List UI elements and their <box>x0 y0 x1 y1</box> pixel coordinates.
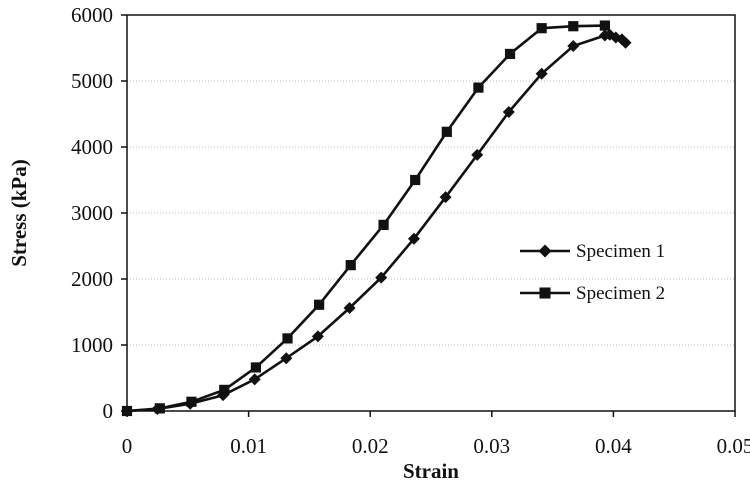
series-1-point <box>343 302 356 315</box>
x-tick-label: 0 <box>122 434 133 458</box>
legend-marker <box>539 287 551 299</box>
series-2-point <box>599 20 610 31</box>
series-2-point <box>345 260 356 271</box>
series-2-point <box>410 174 421 186</box>
legend-label: Specimen 1 <box>576 241 665 262</box>
series-2-point <box>504 48 516 60</box>
y-tick-label: 2000 <box>71 267 113 291</box>
series-2-point <box>250 362 261 373</box>
series-1-line <box>126 33 627 413</box>
series-2-point <box>536 23 547 34</box>
series-1-point <box>567 40 580 53</box>
series-2-point <box>568 21 579 32</box>
series-1-point <box>375 271 388 284</box>
x-tick-label: 0.04 <box>595 434 632 458</box>
series-2-point <box>378 219 389 230</box>
x-axis-ticks: 0 0.01 0.02 0.03 0.04 0.05 <box>122 411 750 458</box>
series-2-point <box>282 333 293 344</box>
series-2-line <box>126 24 605 413</box>
y-tick-label: 6000 <box>71 3 113 27</box>
series-1-point <box>502 106 515 119</box>
y-tick-label: 1000 <box>71 333 113 357</box>
legend-item-1: Specimen 1 <box>520 241 665 262</box>
series-2-point <box>473 82 484 93</box>
series-2-point <box>314 299 325 310</box>
x-axis-title: Strain <box>403 459 459 483</box>
series-1-point <box>311 330 324 343</box>
legend-label: Specimen 2 <box>576 283 665 304</box>
y-axis-title: Stress (kPa) <box>7 159 31 267</box>
series-1-point <box>619 36 632 49</box>
legend-item-2: Specimen 2 <box>520 283 665 304</box>
series-2-point <box>154 403 165 414</box>
x-tick-label: 0.05 <box>717 434 750 458</box>
y-tick-label: 5000 <box>71 69 113 93</box>
y-tick-label: 3000 <box>71 201 113 225</box>
series-2-point <box>121 405 133 417</box>
series-2-point <box>219 384 230 395</box>
series-layer <box>121 20 632 417</box>
legend: Specimen 1 Specimen 2 <box>520 241 665 304</box>
series-2-point <box>186 396 197 407</box>
series-1-point <box>407 232 420 245</box>
gridlines <box>127 80 735 346</box>
series-1-point <box>471 148 484 161</box>
y-axis-ticks: 0 1000 2000 3000 4000 5000 6000 <box>71 3 127 423</box>
y-tick-label: 4000 <box>71 135 113 159</box>
x-tick-label: 0.01 <box>230 434 267 458</box>
series-1-point <box>439 191 452 204</box>
x-tick-label: 0.02 <box>352 434 389 458</box>
x-tick-label: 0.03 <box>473 434 510 458</box>
series-1-point <box>248 373 261 386</box>
series-1-point <box>535 67 548 80</box>
series-2-point <box>441 126 452 137</box>
series-2 <box>121 20 610 417</box>
legend-marker <box>538 244 552 258</box>
y-tick-label: 0 <box>103 399 114 423</box>
series-1-point <box>280 352 293 365</box>
series-1 <box>121 28 632 417</box>
